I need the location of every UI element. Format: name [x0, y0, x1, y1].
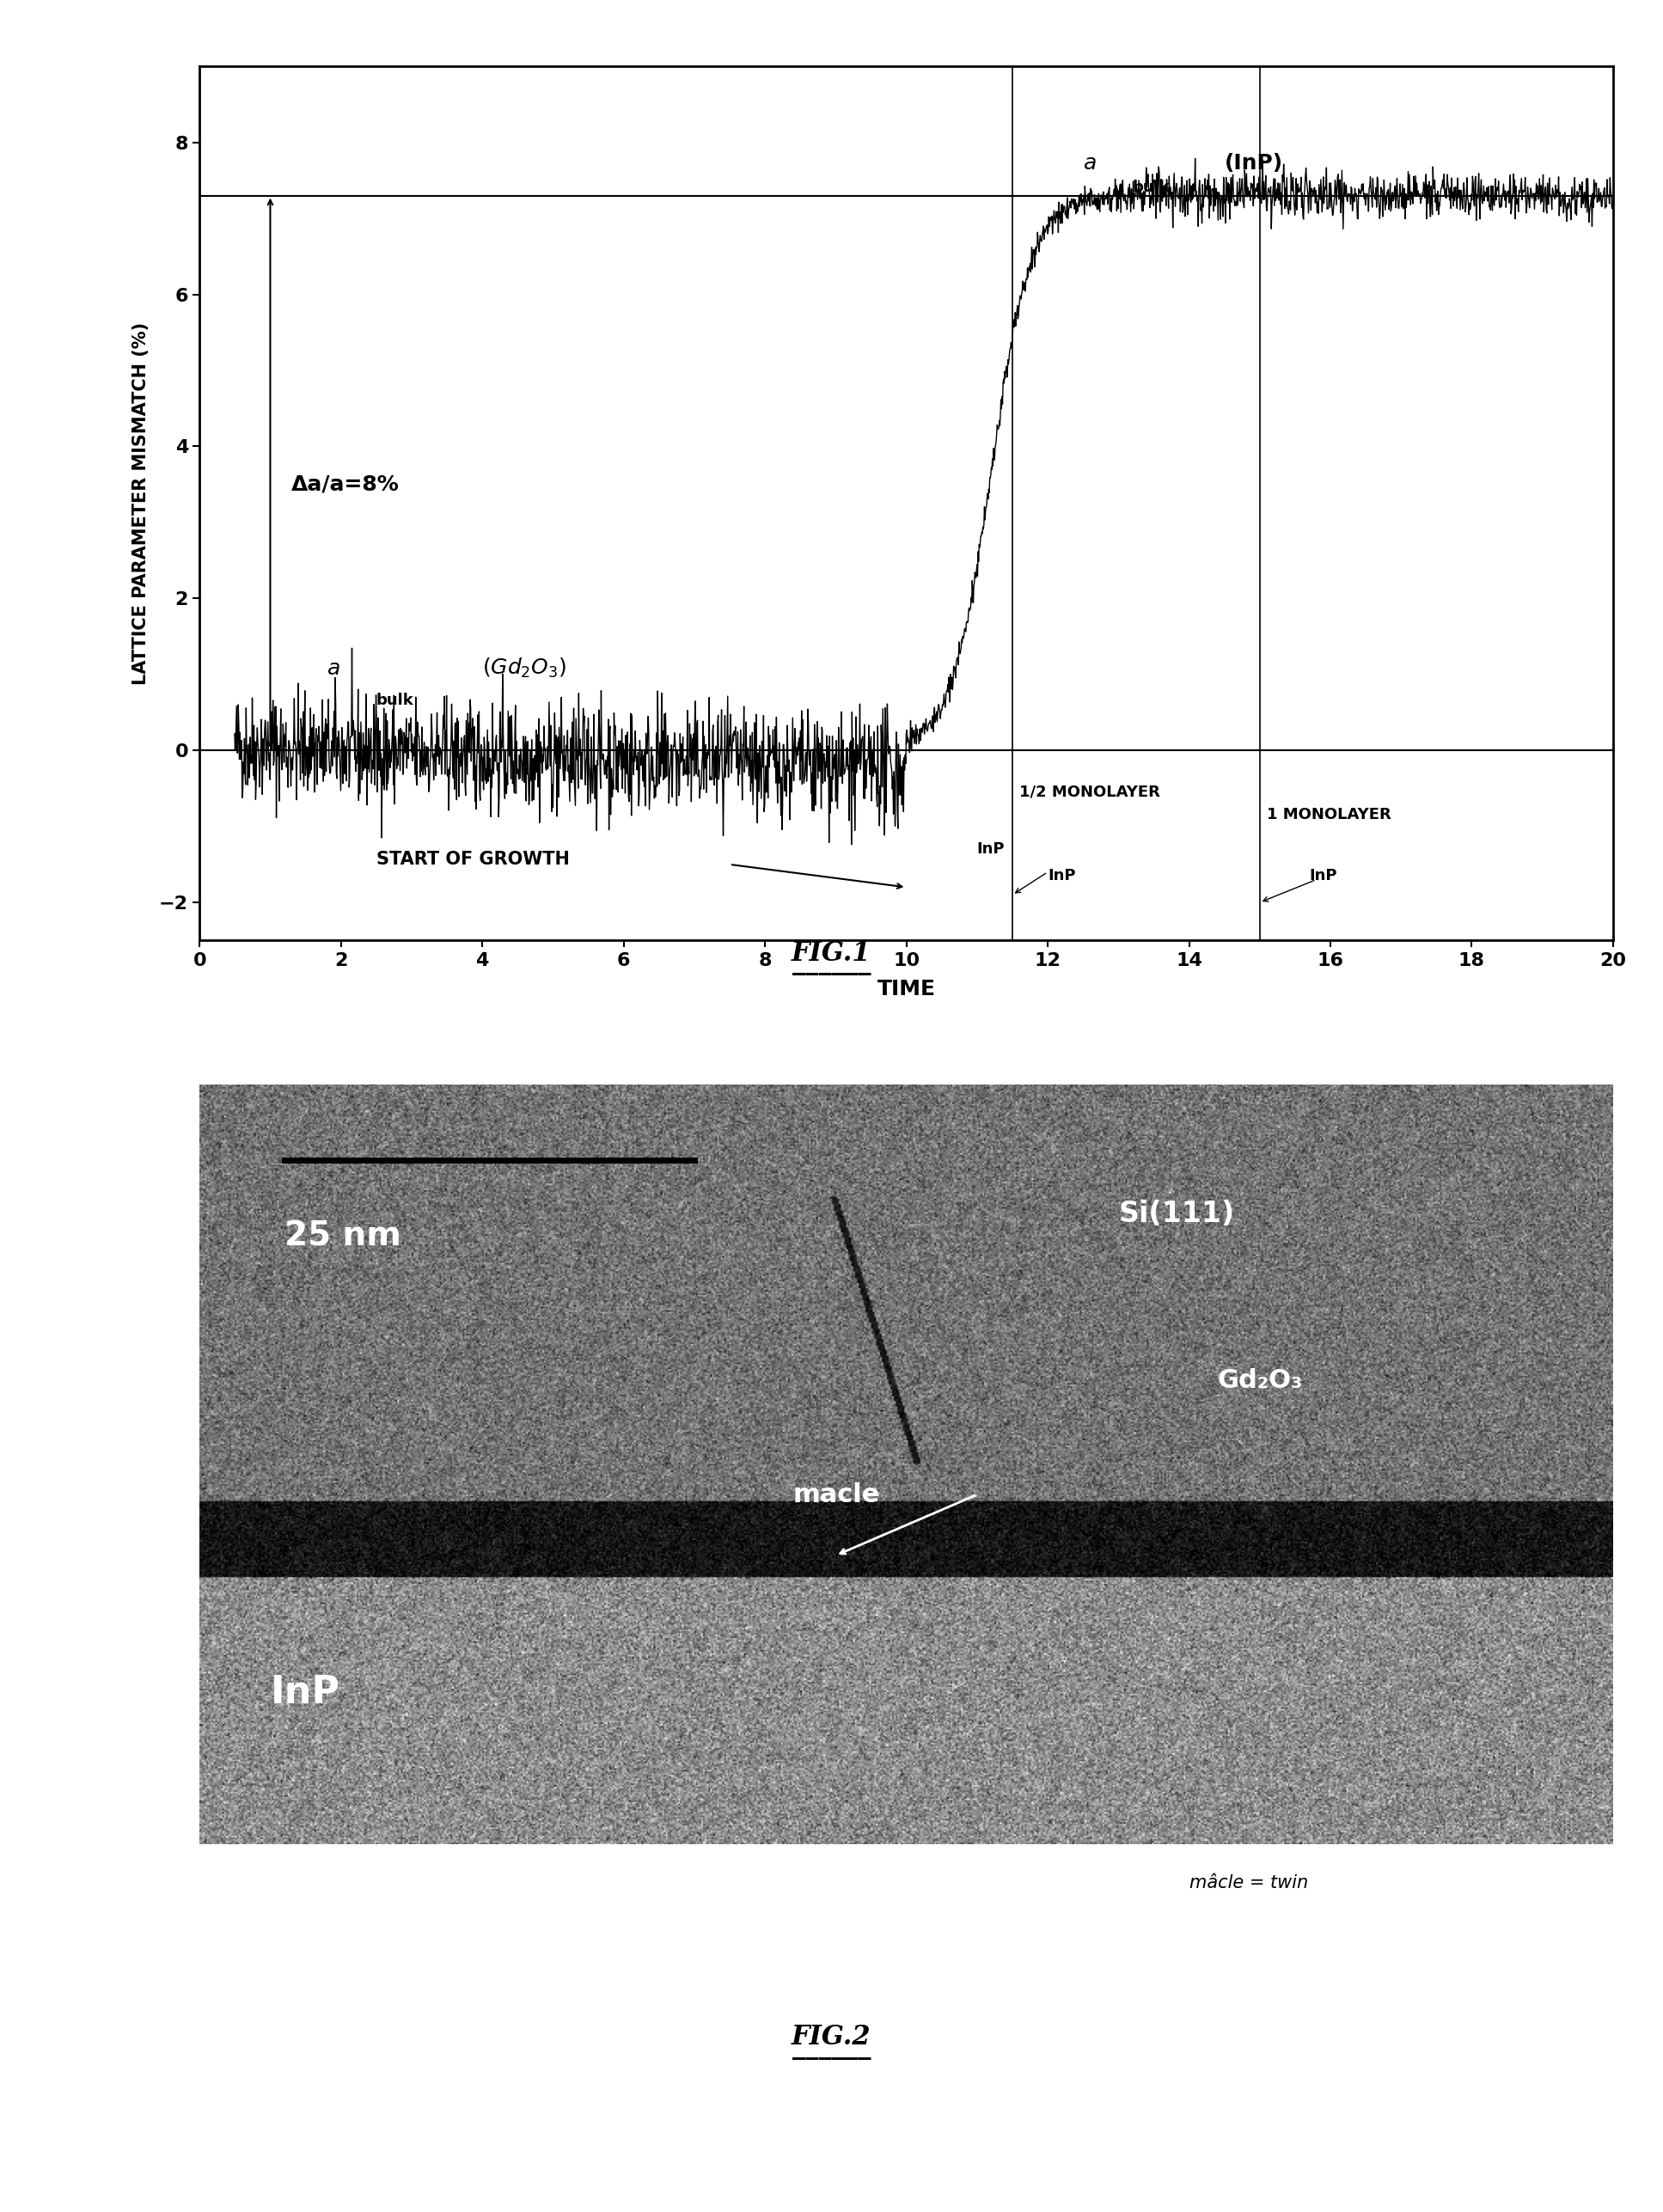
Text: 1/2 MONOLAYER: 1/2 MONOLAYER [1019, 783, 1161, 799]
Text: ______: ______ [792, 949, 871, 975]
Text: $a$: $a$ [1083, 153, 1096, 173]
Text: bulk: bulk [1133, 179, 1171, 195]
Text: ______: ______ [792, 2033, 871, 2059]
Text: bulk: bulk [376, 692, 414, 708]
Text: (InP): (InP) [1224, 153, 1282, 173]
Text: FIG.2: FIG.2 [792, 2024, 871, 2051]
Text: FIG.1: FIG.1 [792, 940, 871, 967]
Text: Δa/a=8%: Δa/a=8% [291, 473, 399, 495]
Text: $a$: $a$ [328, 659, 341, 679]
Text: START OF GROWTH: START OF GROWTH [376, 852, 569, 867]
Text: InP: InP [978, 841, 1004, 856]
Text: macle: macle [793, 1482, 880, 1506]
Text: InP: InP [269, 1674, 339, 1710]
Text: InP: InP [1309, 867, 1337, 883]
Text: 1 MONOLAYER: 1 MONOLAYER [1267, 807, 1392, 823]
Text: Si(111): Si(111) [1118, 1199, 1234, 1228]
X-axis label: TIME: TIME [876, 978, 936, 1000]
Y-axis label: LATTICE PARAMETER MISMATCH (%): LATTICE PARAMETER MISMATCH (%) [133, 323, 150, 686]
Text: Gd₂O₃: Gd₂O₃ [1217, 1369, 1302, 1394]
Text: 25 nm: 25 nm [284, 1219, 401, 1252]
Text: InP: InP [1048, 867, 1076, 883]
Text: $(Gd_2O_3)$: $(Gd_2O_3)$ [482, 657, 567, 679]
Text: mâcle = twin: mâcle = twin [1189, 1876, 1307, 1891]
